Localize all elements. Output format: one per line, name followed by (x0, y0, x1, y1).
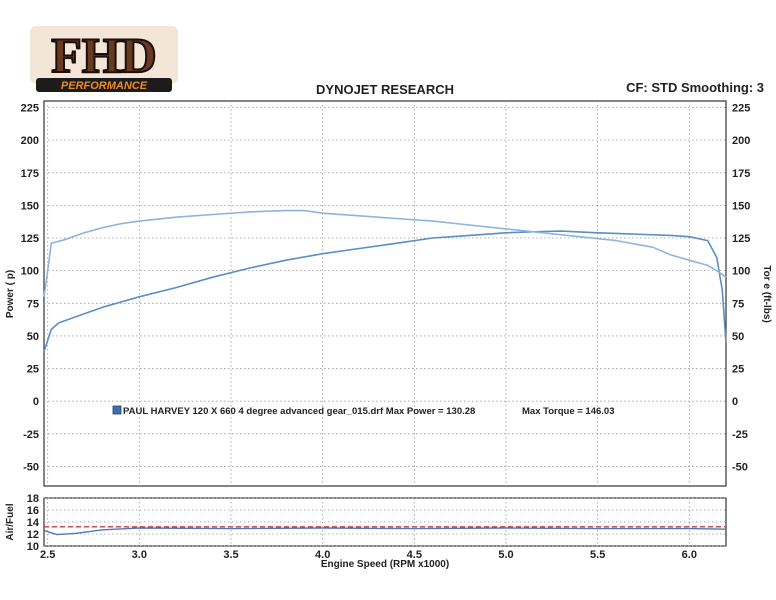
y-tick-label-left: 50 (27, 331, 39, 343)
chart-title: DYNOJET RESEARCH (316, 82, 454, 97)
main-plot-frame (43, 100, 727, 487)
y-tick-label-right: 25 (732, 364, 744, 376)
y-tick-label-left: -50 (23, 461, 39, 473)
y-tick-label-left: 175 (21, 168, 39, 180)
legend-max-torque: Max Torque = 146.03 (522, 406, 615, 417)
main-series-group (43, 209, 727, 352)
x-tick-label: 3.5 (223, 549, 238, 561)
x-axis-label: Engine Speed (RPM x1000) (321, 559, 449, 570)
afr-tick-label: 10 (27, 541, 39, 553)
afr-tick-label: 18 (27, 493, 39, 505)
x-tick-label: 5.5 (590, 549, 605, 561)
y-tick-label-left: 200 (21, 135, 39, 147)
y-tick-label-left: 75 (27, 298, 39, 310)
x-tick-label: 4.5 (407, 549, 422, 561)
fhd-logo: FHD PERFORMANCE (30, 26, 178, 92)
y-axis-label-right: Tor e (ft-lbs) (761, 265, 772, 323)
main-grid (44, 101, 726, 486)
logo-text: FHD (51, 27, 157, 83)
afr-axis-label: Air/Fuel (5, 503, 16, 540)
x-tick-label: 5.0 (498, 549, 513, 561)
y-tick-label-right: 225 (732, 103, 750, 115)
y-tick-label-right: -50 (732, 461, 748, 473)
legend-swatch (112, 405, 122, 415)
afr-tick-label: 12 (27, 529, 39, 541)
y-tick-label-right: 75 (732, 298, 744, 310)
y-tick-label-left: 25 (27, 364, 39, 376)
afr-grid (44, 497, 726, 547)
x-tick-label: 4.0 (315, 549, 330, 561)
y-tick-label-right: 100 (732, 266, 750, 278)
y-tick-label-right: 200 (732, 135, 750, 147)
x-tick-label: 6.0 (682, 549, 697, 561)
right-axis-ticks: 225 200 175 150 125 100 75 50 25 0 -25 -50 (732, 103, 750, 474)
dyno-settings: CF: STD Smoothing: 3 (626, 80, 764, 95)
y-tick-label-right: 175 (732, 168, 750, 180)
y-tick-label-left: 125 (21, 233, 39, 245)
x-axis-ticks: 2.5 3.0 3.5 4.0 4.5 5.0 5.5 6.0 (40, 549, 697, 561)
torque-curve (43, 209, 727, 297)
afr-line (43, 527, 727, 536)
y-tick-label-right: -25 (732, 429, 748, 441)
y-tick-label-right: 125 (732, 233, 750, 245)
y-tick-label-left: -25 (23, 429, 39, 441)
power-curve (43, 230, 727, 352)
y-tick-label-right: 50 (732, 331, 744, 343)
y-tick-label-left: 0 (33, 396, 39, 408)
x-tick-label: 2.5 (40, 549, 55, 561)
y-tick-label-left: 100 (21, 266, 39, 278)
legend-entry: PAUL HARVEY 120 X 660 4 degree advanced … (123, 406, 475, 417)
afr-tick-label: 16 (27, 505, 39, 517)
left-axis-ticks: 225 200 175 150 125 100 75 50 25 0 -25 -50 (21, 103, 39, 474)
y-axis-label-left: Power ( p) (5, 270, 16, 318)
logo-subtext: PERFORMANCE (61, 80, 148, 92)
y-tick-label-left: 150 (21, 200, 39, 212)
y-tick-label-right: 0 (732, 396, 738, 408)
afr-tick-label: 14 (27, 517, 40, 529)
y-tick-label-right: 150 (732, 200, 750, 212)
x-tick-label: 3.0 (132, 549, 147, 561)
y-tick-label-left: 225 (21, 103, 39, 115)
afr-series-group (43, 526, 727, 536)
